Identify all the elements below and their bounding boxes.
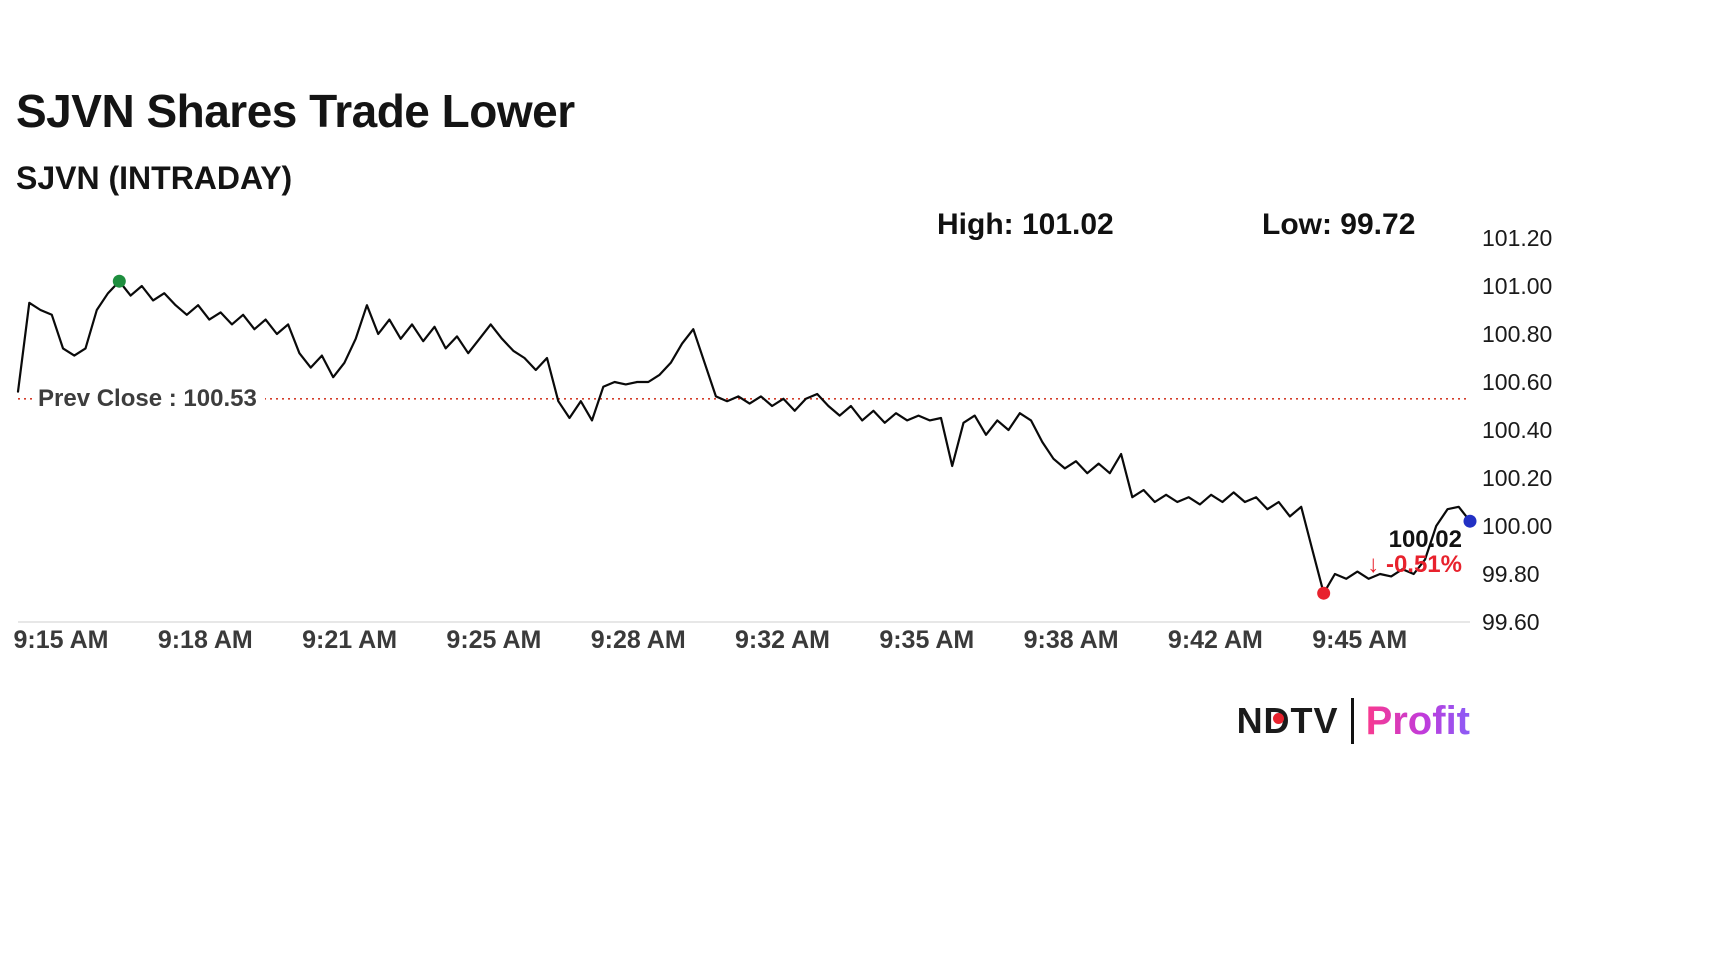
x-tick-label: 9:35 AM [879, 626, 974, 654]
y-tick-label: 101.20 [1482, 225, 1552, 251]
x-tick-label: 9:21 AM [302, 626, 397, 654]
y-tick-label: 100.00 [1482, 513, 1552, 539]
y-tick-label: 99.60 [1482, 609, 1540, 635]
chart-subtitle: SJVN (INTRADAY) [16, 160, 293, 196]
ndtv-red-dot-icon [1272, 713, 1284, 724]
y-tick-label: 100.60 [1482, 369, 1552, 395]
x-tick-label: 9:38 AM [1024, 626, 1119, 654]
x-tick-label: 9:42 AM [1168, 626, 1263, 654]
low-value-label: Low: 99.72 [1262, 208, 1416, 241]
last-point-dot [1463, 514, 1477, 528]
ndtv-profit-logo: NDTV Profit [1237, 698, 1470, 744]
price-line [16, 280, 1472, 595]
x-tick-label: 9:25 AM [446, 626, 541, 654]
last-price-label: 100.02 [1388, 526, 1462, 553]
high-point-dot [112, 274, 126, 288]
prev-close-label: Prev Close : 100.53 [36, 385, 265, 413]
x-tick-label: 9:32 AM [735, 626, 830, 654]
intraday-line-chart: 99.60 99.80 100.00 100.20 100.40 100.60 100.80… [14, 225, 1553, 654]
low-point-dot [1317, 586, 1331, 600]
x-tick-label: 9:45 AM [1312, 626, 1407, 654]
ndtv-logo: NDTV [1237, 700, 1339, 742]
high-value-label: High: 101.02 [937, 208, 1114, 241]
profit-logo-text: Profit [1365, 698, 1470, 743]
logo-separator [1350, 698, 1354, 744]
y-tick-label: 100.20 [1482, 465, 1552, 491]
y-tick-label: 101.00 [1482, 273, 1552, 299]
y-tick-label: 100.80 [1482, 321, 1552, 347]
x-tick-label: 9:15 AM [14, 626, 109, 654]
x-tick-label: 9:28 AM [591, 626, 686, 654]
y-tick-label: 99.80 [1482, 561, 1540, 587]
y-tick-label: 100.40 [1482, 417, 1552, 443]
page-title: SJVN Shares Trade Lower [16, 85, 575, 137]
x-tick-label: 9:18 AM [158, 626, 253, 654]
change-percent-label: ↓ -0.51% [1367, 551, 1462, 578]
ndtv-logo-text: NDTV [1236, 700, 1339, 741]
